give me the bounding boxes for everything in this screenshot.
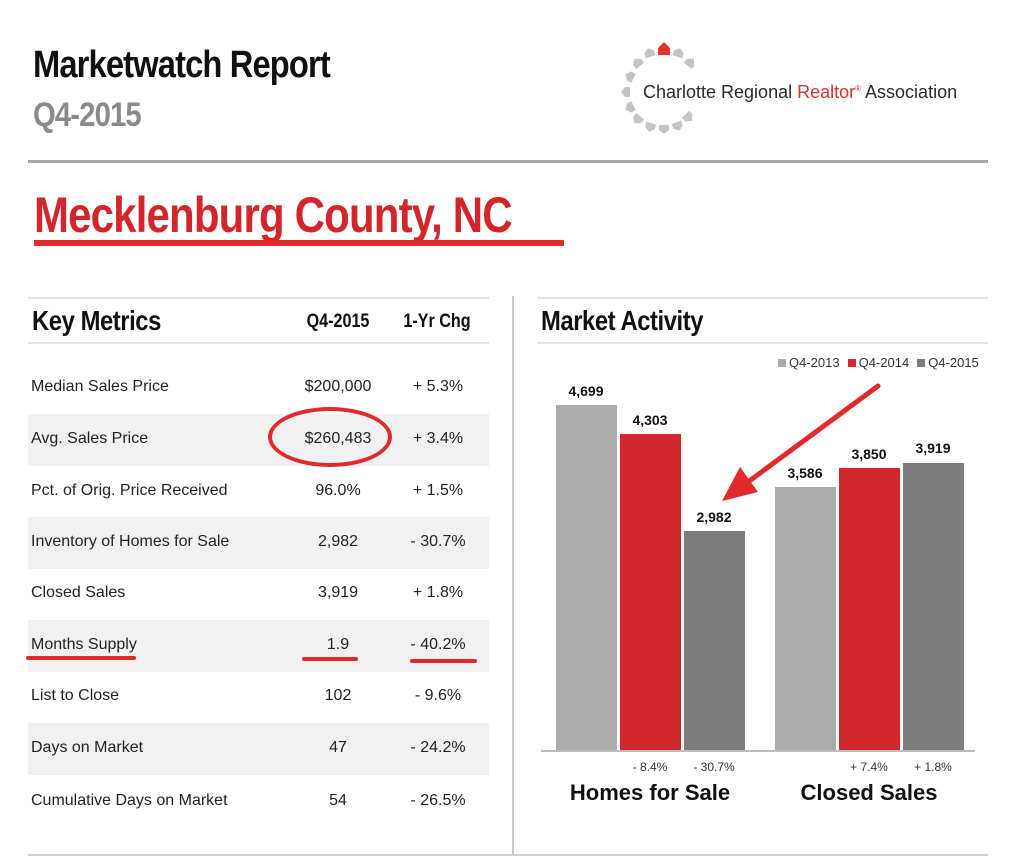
bar-change-label: + 7.4% <box>850 760 888 774</box>
metric-label: Months Supply <box>31 636 137 653</box>
table-row: Inventory of Homes for Sale 2,982 - 30.7… <box>28 517 489 569</box>
metric-change: - 26.5% <box>410 792 466 809</box>
months-supply-value-underline <box>302 657 358 661</box>
bar-change-label: - 30.7% <box>693 760 735 774</box>
avg-price-circle-annotation <box>268 407 392 467</box>
metric-label: Inventory of Homes for Sale <box>31 533 230 550</box>
key-metrics-title: Key Metrics <box>32 305 161 336</box>
metric-change: - 30.7% <box>410 533 466 550</box>
metric-change: - 40.2% <box>410 636 466 653</box>
legend-item-q4-2014: Q4-2014 <box>847 355 909 370</box>
bar-value-label: 4,699 <box>568 383 604 399</box>
metric-label: Days on Market <box>31 739 144 756</box>
report-period: Q4-2015 <box>33 96 142 134</box>
metric-value: 47 <box>329 739 347 756</box>
chart-legend: Q4-2013 Q4-2014 Q4-2015 <box>778 355 979 370</box>
metric-label: Median Sales Price <box>31 378 169 395</box>
bar-value-label: 3,586 <box>787 465 823 481</box>
market-activity-title: Market Activity <box>541 305 704 336</box>
market-activity-top-rule <box>537 297 988 299</box>
metric-label: Cumulative Days on Market <box>31 792 228 809</box>
metric-change: + 1.8% <box>412 584 464 601</box>
category-label-closed-sales: Closed Sales <box>800 780 938 805</box>
metric-change: - 24.2% <box>410 739 466 756</box>
col-header-change: 1-Yr Chg <box>403 311 471 332</box>
key-metrics-top-rule <box>28 297 489 299</box>
table-row: Closed Sales 3,919 + 1.8% <box>28 568 489 620</box>
legend-item-q4-2013: Q4-2013 <box>778 355 840 370</box>
house-ring-icon <box>621 42 694 134</box>
bar-value-label: 3,919 <box>915 440 951 456</box>
metric-value: $200,000 <box>304 378 372 395</box>
table-row: Months Supply 1.9 - 40.2% <box>28 620 489 672</box>
bar-homes-q4-2014 <box>620 434 681 751</box>
market-activity-header-rule <box>537 342 988 344</box>
report-title: Marketwatch Report <box>33 44 331 86</box>
bar-value-label: 4,303 <box>632 412 668 428</box>
metric-value: 102 <box>324 687 352 704</box>
bar-closed-q4-2015 <box>903 463 964 751</box>
metric-change: - 9.6% <box>414 687 462 704</box>
table-row: Median Sales Price $200,000 + 5.3% <box>28 362 489 414</box>
metric-value: 96.0% <box>315 482 361 499</box>
metric-value: 1.9 <box>326 636 350 653</box>
metric-label: Avg. Sales Price <box>31 430 149 447</box>
metric-change: + 1.5% <box>412 482 464 499</box>
metric-value: 54 <box>329 792 347 809</box>
metric-change: + 3.4% <box>412 430 464 447</box>
county-underline-annotation <box>34 240 564 246</box>
section-divider <box>512 296 514 856</box>
bar-closed-q4-2014 <box>839 468 900 751</box>
months-supply-change-underline <box>410 659 477 663</box>
metric-value: 3,919 <box>317 584 359 601</box>
category-label-homes-for-sale: Homes for Sale <box>569 780 731 805</box>
months-supply-label-underline <box>26 656 136 660</box>
association-logo: Charlotte Regional Realtor® Association <box>614 40 994 140</box>
metric-label: Closed Sales <box>31 584 126 601</box>
legend-swatch <box>778 358 786 367</box>
bar-change-label: + 1.8% <box>914 760 952 774</box>
table-row: Pct. of Orig. Price Received 96.0% + 1.5… <box>28 466 489 518</box>
chart-baseline <box>541 750 975 752</box>
legend-item-q4-2015: Q4-2015 <box>917 355 979 370</box>
table-row: Days on Market 47 - 24.2% <box>28 723 489 775</box>
table-row: List to Close 102 - 9.6% <box>28 671 489 723</box>
bar-homes-q4-2015 <box>684 531 745 751</box>
footer-divider <box>28 854 988 856</box>
bar-change-label: - 8.4% <box>632 760 668 774</box>
legend-swatch <box>847 358 856 367</box>
table-row: Cumulative Days on Market 54 - 26.5% <box>28 776 489 828</box>
col-header-period: Q4-2015 <box>306 311 370 332</box>
legend-swatch <box>917 358 926 367</box>
county-title: Mecklenburg County, NC <box>34 187 513 243</box>
metric-label: List to Close <box>31 687 120 704</box>
metric-label: Pct. of Orig. Price Received <box>31 482 228 499</box>
metric-value: 2,982 <box>317 533 359 550</box>
bar-value-label: 3,850 <box>851 446 887 462</box>
association-name: Charlotte Regional Realtor® Association <box>643 82 958 102</box>
header-divider <box>28 160 988 163</box>
bar-value-label: 2,982 <box>696 509 732 525</box>
table-row: Avg. Sales Price $260,483 + 3.4% <box>28 414 489 466</box>
metric-change: + 5.3% <box>412 378 464 395</box>
key-metrics-header-rule <box>28 342 489 344</box>
bar-homes-q4-2013 <box>556 405 617 751</box>
bar-closed-q4-2013 <box>775 487 836 751</box>
